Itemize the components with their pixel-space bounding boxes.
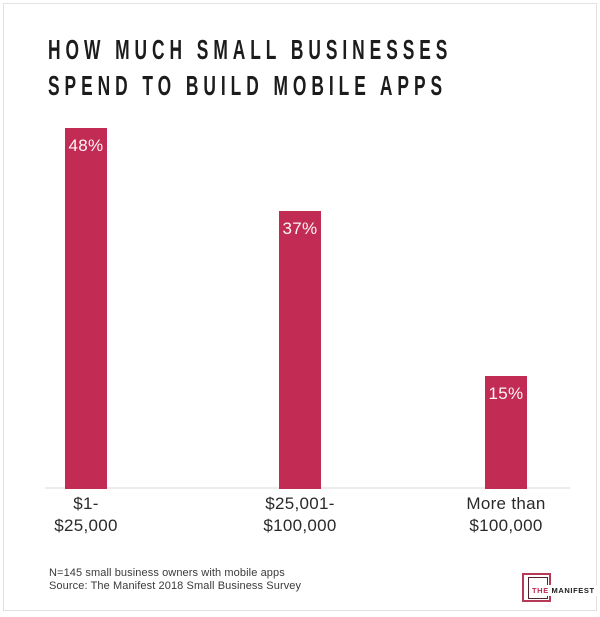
bar-value-label: 15% <box>488 384 524 403</box>
source-note: N=145 small business owners with mobile … <box>49 567 301 593</box>
x-label-line2: $100,000 <box>469 516 543 535</box>
x-axis-label-1-25000: $1- $25,000 <box>1 493 171 537</box>
chart-title-line1: HOW MUCH SMALL BUSINESSES <box>48 34 453 65</box>
x-label-line1: $25,001- <box>265 494 335 513</box>
x-axis-label-25001-100000: $25,001- $100,000 <box>215 493 385 537</box>
bar-value-label: 48% <box>68 136 104 155</box>
x-label-line1: More than <box>466 494 546 513</box>
source-citation: Source: The Manifest 2018 Small Business… <box>49 580 302 592</box>
bar-more-than-100000: 15% <box>485 376 527 489</box>
x-axis-label-more-than-100000: More than $100,000 <box>421 493 591 537</box>
logo-word-manifest: MANIFEST <box>551 586 595 595</box>
bar-25001-100000: 37% <box>279 211 321 489</box>
chart-title: HOW MUCH SMALL BUSINESSES SPEND TO BUILD… <box>48 32 600 104</box>
the-manifest-logo: THE MANIFEST <box>520 571 597 615</box>
x-label-line2: $100,000 <box>263 516 337 535</box>
x-label-line1: $1- <box>73 494 99 513</box>
x-label-line2: $25,000 <box>54 516 118 535</box>
sample-size-note: N=145 small business owners with mobile … <box>49 567 285 579</box>
bar-1-25000: 48% <box>65 128 107 489</box>
chart-title-line2: SPEND TO BUILD MOBILE APPS <box>48 70 448 101</box>
bar-value-label: 37% <box>282 219 318 238</box>
logo-word-the: THE <box>532 586 549 595</box>
logo-wordmark: THE MANIFEST <box>530 585 597 596</box>
